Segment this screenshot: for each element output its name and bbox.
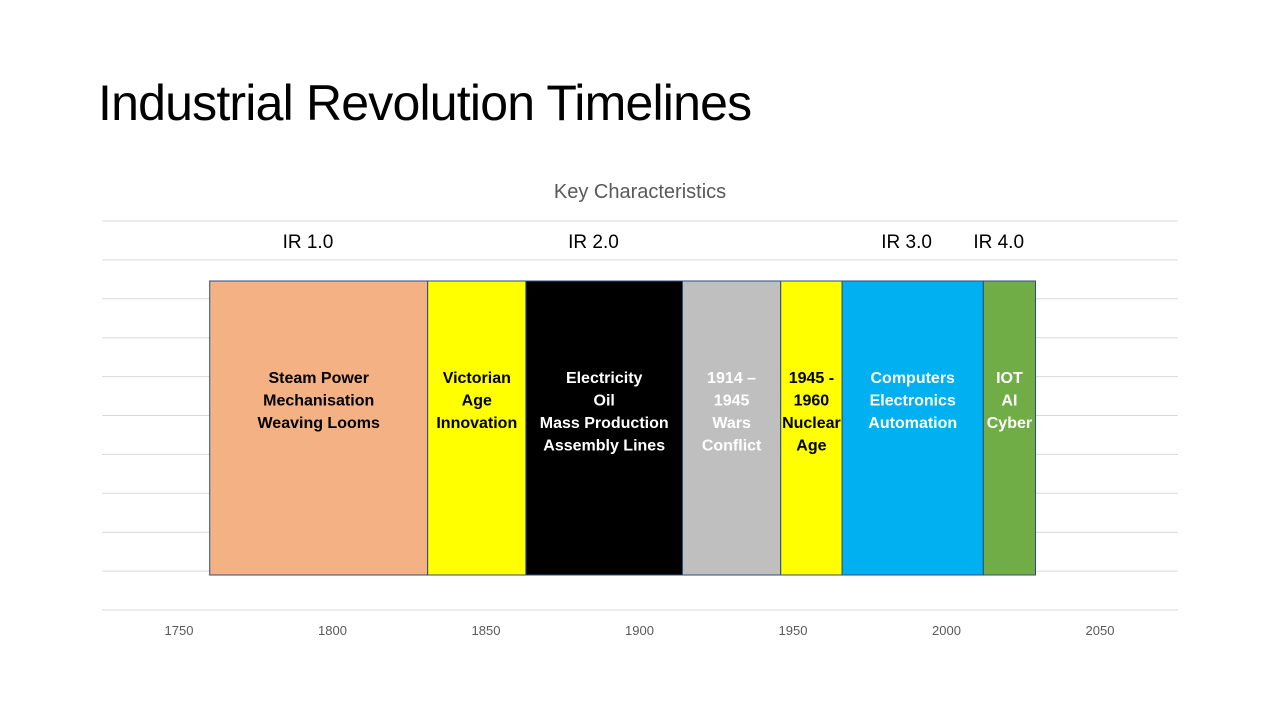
bar-label: AI [1001, 393, 1017, 410]
chart-title: Key Characteristics [554, 181, 726, 203]
bar-label: Age [462, 393, 492, 410]
phase-label: IR 1.0 [283, 232, 334, 253]
bar-label: Cyber [987, 415, 1032, 432]
phase-label: IR 2.0 [568, 232, 619, 253]
phase-label: IR 4.0 [973, 232, 1024, 253]
x-tick-label: 1850 [472, 623, 501, 638]
bar-label: IOT [996, 370, 1023, 387]
bar-label: 1945 - [789, 370, 834, 387]
bar-label: Mechanisation [263, 393, 374, 410]
timeline-bar [525, 280, 683, 576]
timeline-bar [780, 280, 843, 576]
x-tick-label: 1950 [779, 623, 808, 638]
bar-label: 1960 [794, 393, 830, 410]
bar-label: Computers [871, 370, 956, 387]
x-tick-label: 1900 [625, 623, 654, 638]
bar-label: Age [796, 438, 826, 455]
x-tick-label: 2050 [1086, 623, 1115, 638]
bar-label: 1914 – [707, 370, 756, 387]
bar-label: Victorian [443, 370, 511, 387]
x-tick-label: 1800 [318, 623, 347, 638]
bar-label: Steam Power [268, 370, 368, 387]
bar-label: Assembly Lines [543, 438, 665, 455]
bar-label: Weaving Looms [257, 415, 379, 432]
bar-label: Innovation [436, 415, 517, 432]
timeline-bar [982, 280, 1037, 576]
bar-label: 1945 [714, 393, 750, 410]
timeline-bar [841, 280, 984, 576]
bar-label: Oil [594, 393, 615, 410]
bar-label: Electricity [566, 370, 643, 387]
bar-label: Wars [712, 415, 751, 432]
x-tick-label: 2000 [932, 623, 961, 638]
x-tick-label: 1750 [165, 623, 194, 638]
bar-label: Electronics [870, 393, 956, 410]
bar-label: Conflict [702, 438, 762, 455]
bar-label: Mass Production [540, 415, 669, 432]
bar-label: Automation [868, 415, 957, 432]
slide-title: Industrial Revolution Timelines [98, 75, 752, 131]
bar-label: Nuclear [782, 415, 841, 432]
phase-label: IR 3.0 [881, 232, 932, 253]
timeline-bar [209, 280, 429, 576]
